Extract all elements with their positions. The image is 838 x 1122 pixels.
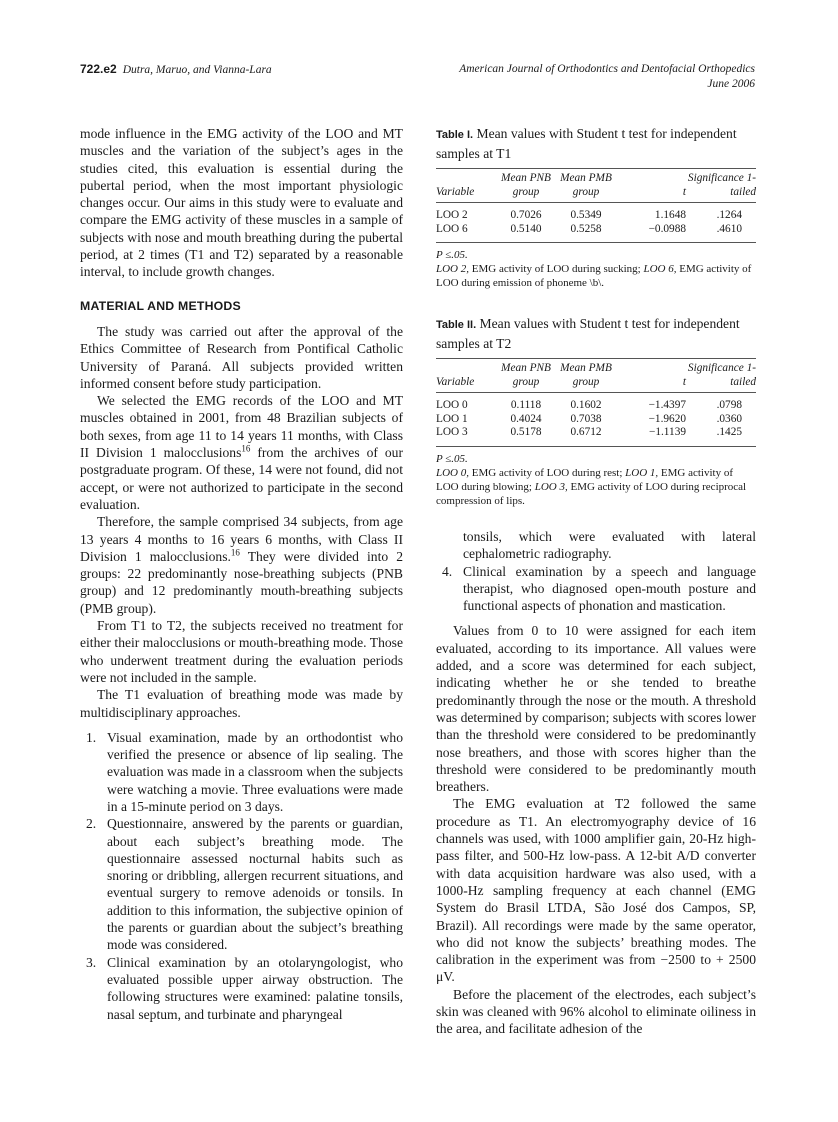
authors: Dutra, Maruo, and Vianna-Lara	[122, 64, 272, 76]
table-cell: .1264	[716, 209, 742, 221]
table-cell: 0.4024	[510, 412, 542, 425]
table-cell: 0.5178	[510, 426, 542, 438]
paragraph: Before the placement of the electrodes, …	[436, 986, 756, 1037]
data-table: Variable Mean PNB group Mean PMB group t Sig…	[436, 168, 756, 243]
table-cell: −1.9620	[648, 412, 686, 425]
table-cell: LOO 2	[436, 209, 468, 221]
right-column: tonsils, which were evaluated with later…	[436, 528, 756, 1038]
paragraph: Values from 0 to 10 were assigned for ea…	[436, 623, 756, 795]
list-item: 4. Clinical examination by a speech and l…	[442, 563, 756, 614]
running-header-left: 722.e2 Dutra, Maruo, and Vianna-Lara	[80, 62, 272, 78]
table-cell: 0.5140	[510, 222, 542, 235]
data-table: Variable Mean PNB group Mean PMB group t Sig…	[436, 358, 756, 447]
table-cell: .4610	[716, 222, 742, 235]
table-cell: LOO 6	[436, 222, 468, 235]
paragraph: From T1 to T2, the subjects received no …	[80, 618, 403, 685]
table-row: LOO 0 0.1118 0.1602 −1.4397 .0798	[436, 393, 756, 413]
list-item: 2. Questionnaire, answered by the parents…	[86, 816, 403, 953]
table-1: Table I. Mean values with Student t test…	[436, 125, 756, 290]
table-cell: LOO 0	[436, 399, 468, 411]
issue-date: June 2006	[707, 78, 755, 90]
table-cell: 0.5349	[570, 209, 602, 221]
table-row: LOO 2 0.7026 0.5349 1.1648 .1264	[436, 203, 756, 223]
table-cell: 0.6712	[570, 426, 602, 438]
table-cell: 0.5258	[570, 222, 602, 235]
table-2: Table II. Mean values with Student t tes…	[436, 315, 756, 508]
paragraph: mode influence in the EMG activity of th…	[80, 126, 403, 280]
paragraph: The T1 evaluation of breathing mode was …	[80, 687, 403, 720]
table-caption: Table I. Mean values with Student t test…	[436, 126, 737, 161]
table-cell: −0.0988	[648, 222, 686, 235]
table-caption: Table II. Mean values with Student t tes…	[436, 316, 740, 351]
paragraph: The study was carried out after the appr…	[80, 323, 403, 391]
numbered-list: 1. Visual examination, made by an orthodo…	[80, 729, 403, 1023]
running-header-right: American Journal of Orthodontics and Den…	[459, 62, 755, 92]
table-cell: .0360	[716, 412, 742, 425]
table-cell: 0.7026	[510, 209, 542, 221]
table-row: LOO 6 0.5140 0.5258 −0.0988 .4610	[436, 223, 756, 243]
left-column: mode influence in the EMG activity of th…	[80, 125, 403, 1023]
table-cell: −1.1139	[648, 426, 686, 438]
table-cell: LOO 3	[436, 426, 468, 438]
paragraph: The EMG evaluation at T2 followed the sa…	[436, 796, 756, 985]
table-note: P ≤.05. LOO 2, EMG activity of LOO during…	[436, 249, 752, 289]
table-cell: 0.7038	[570, 412, 602, 425]
table-cell: LOO 1	[436, 412, 468, 425]
citation: 16	[241, 443, 251, 454]
list-item: 3. Clinical examination by an otolaryngol…	[86, 954, 403, 1022]
page-number: 722.e2	[80, 62, 117, 76]
journal-name: American Journal of Orthodontics and Den…	[459, 63, 755, 75]
table-row: LOO 3 0.5178 0.6712 −1.1139 .1425	[436, 426, 756, 446]
table-cell: 0.1118	[510, 399, 542, 411]
list-item-continuation: tonsils, which were evaluated with later…	[463, 529, 756, 562]
table-cell: .0798	[716, 399, 742, 411]
table-cell: .1425	[716, 426, 742, 438]
paragraph: We selected the EMG records of the LOO a…	[80, 393, 403, 512]
table-note: P ≤.05. LOO 0, EMG activity of LOO during…	[436, 452, 747, 507]
table-cell: −1.4397	[648, 399, 686, 411]
section-heading: MATERIAL AND METHODS	[80, 298, 241, 313]
citation: 16	[230, 547, 240, 558]
list-item: 1. Visual examination, made by an orthodo…	[86, 729, 403, 814]
paragraph: Therefore, the sample comprised 34 subje…	[80, 514, 403, 616]
table-row: LOO 1 0.4024 0.7038 −1.9620 .0360	[436, 413, 756, 427]
table-cell: 1.1648	[654, 209, 686, 221]
table-cell: 0.1602	[570, 399, 602, 411]
numbered-list: 4. Clinical examination by a speech and l…	[436, 563, 756, 615]
